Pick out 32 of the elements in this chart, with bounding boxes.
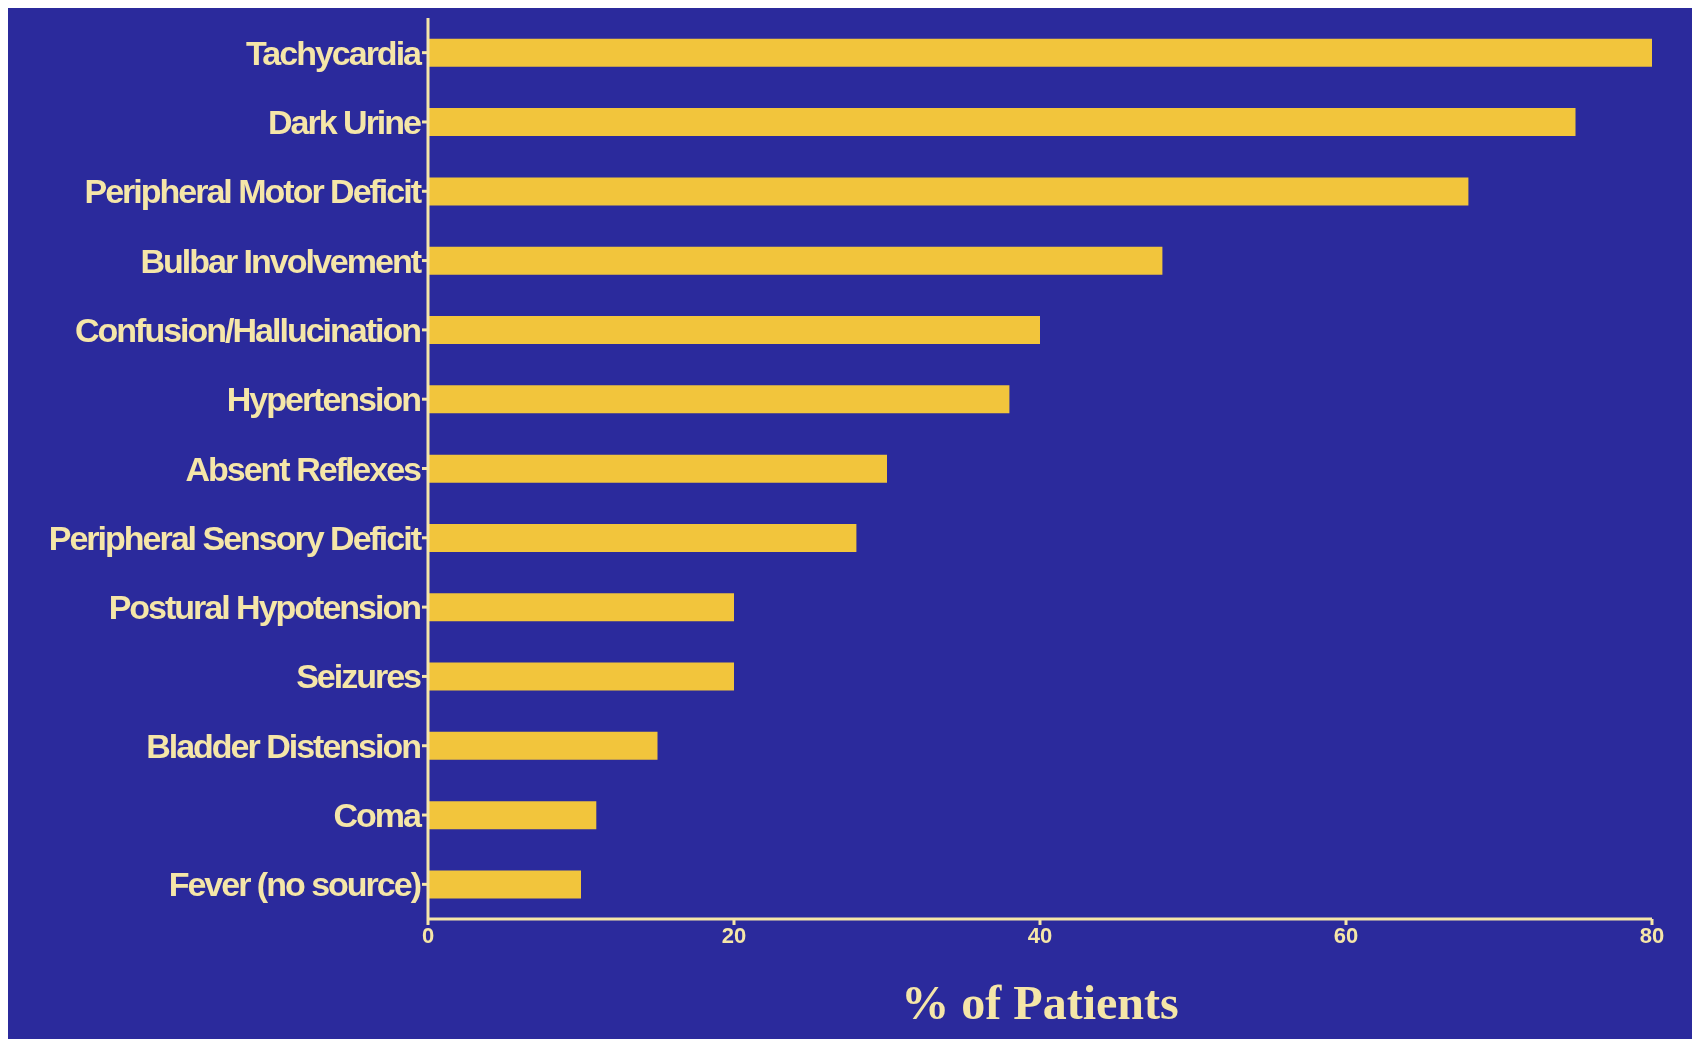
x-tick-label: 20 [721, 922, 747, 948]
bar [428, 870, 581, 899]
x-axis-title: % of Patients [901, 976, 1179, 1029]
bar [428, 454, 887, 483]
x-tick-label: 0 [421, 922, 435, 948]
bar [428, 108, 1576, 137]
bar [428, 246, 1163, 275]
y-tick-label: Postural Hypotension [108, 588, 421, 627]
y-tick-label: Peripheral Sensory Deficit [48, 518, 422, 557]
bar [428, 523, 857, 552]
x-tick-label: 40 [1027, 922, 1053, 948]
y-tick-label: Bladder Distension [146, 726, 421, 765]
y-tick-label: Tachycardia [246, 33, 424, 72]
y-tick-label: Confusion/Hallucination [75, 310, 421, 349]
bar [428, 385, 1010, 414]
x-tick-label: 80 [1639, 922, 1665, 948]
bar [428, 593, 734, 622]
y-tick-label: Seizures [296, 657, 422, 696]
y-tick-label: Peripheral Motor Deficit [84, 172, 422, 211]
y-tick-label: Fever (no source) [168, 865, 421, 904]
y-tick-label: Hypertension [226, 380, 421, 419]
bar [428, 731, 658, 760]
bar [428, 38, 1652, 67]
bar [428, 662, 734, 691]
bar [428, 316, 1040, 345]
x-tick-label: 60 [1333, 922, 1359, 948]
bar [428, 177, 1469, 206]
bar [428, 801, 597, 830]
y-tick-label: Dark Urine [268, 103, 422, 142]
y-tick-label: Bulbar Involvement [140, 241, 422, 280]
y-tick-label: Coma [333, 796, 424, 835]
y-tick-label: Absent Reflexes [185, 449, 422, 488]
